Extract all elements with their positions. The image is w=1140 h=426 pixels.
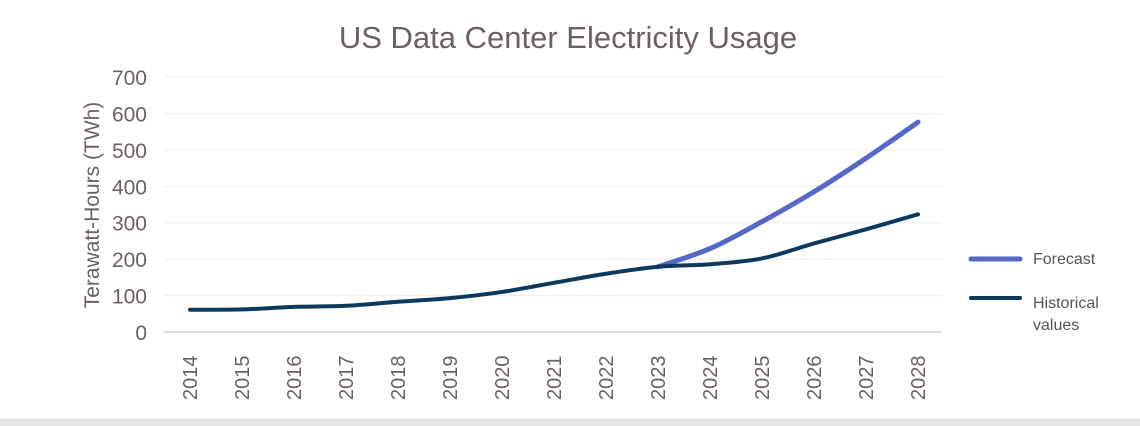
y-tick-label: 0 — [135, 322, 147, 345]
x-tick-label: 2020 — [492, 356, 514, 401]
x-tick-label: 2017 — [336, 356, 358, 401]
legend-label: Forecast — [1033, 251, 1096, 268]
x-tick-label: 2016 — [284, 356, 306, 401]
x-tick-label: 2024 — [700, 356, 722, 401]
x-tick-label: 2023 — [648, 356, 670, 401]
x-tick-label: 2021 — [544, 356, 566, 401]
legend-label: Historical values — [1033, 295, 1099, 334]
bottom-divider — [0, 419, 1140, 426]
y-tick-label: 400 — [112, 176, 147, 199]
x-tick-label: 2025 — [752, 356, 774, 401]
x-tick-label: 2026 — [804, 356, 826, 401]
y-tick-label: 300 — [112, 213, 147, 236]
chart-title: US Data Center Electricity Usage — [339, 20, 797, 55]
series-line-historical-values — [188, 212, 920, 312]
x-tick-label: 2019 — [440, 356, 462, 401]
y-tick-label: 700 — [112, 67, 147, 90]
x-tick-label: 2028 — [908, 356, 930, 401]
x-tick-label: 2027 — [856, 356, 878, 401]
x-tick-label: 2015 — [232, 356, 254, 401]
series-line-forecast — [655, 119, 921, 270]
y-tick-label: 200 — [112, 249, 147, 272]
y-tick-label: 600 — [112, 103, 147, 126]
x-tick-label: 2018 — [388, 356, 410, 401]
x-tick-label: 2014 — [180, 356, 202, 401]
y-axis-label: Terawatt-Hours (TWh) — [81, 102, 104, 309]
x-tick-label: 2022 — [596, 356, 618, 401]
y-tick-label: 100 — [112, 286, 147, 309]
y-tick-label: 500 — [112, 140, 147, 163]
